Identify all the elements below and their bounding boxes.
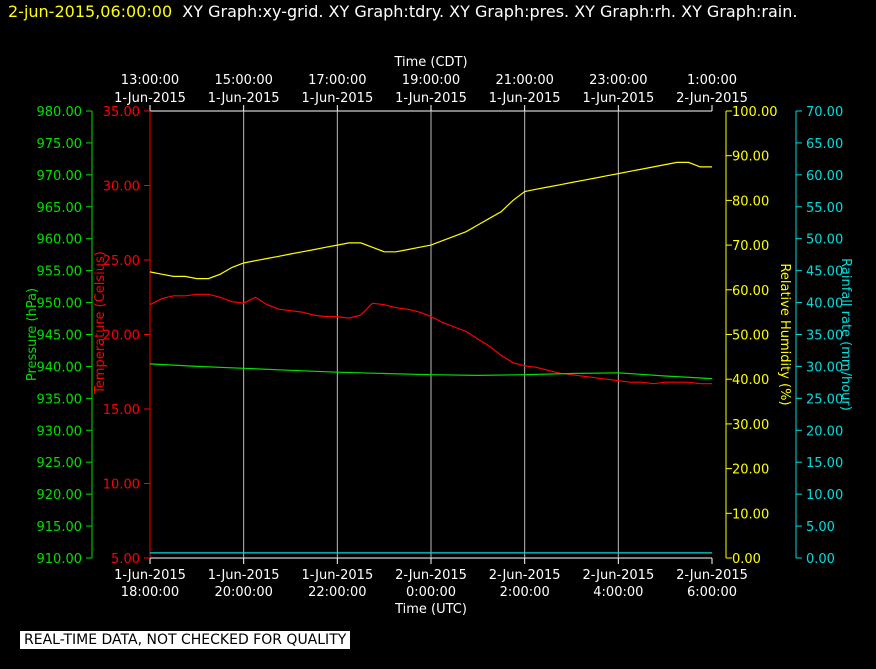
pressure-tick-label: 970.00 [37,169,83,184]
rain-tick-label: 55.00 [806,201,843,216]
rain-tick-label: 5.00 [806,520,835,535]
temperature-tick-label: 35.00 [103,105,140,120]
top-tick-label-time: 19:00:00 [402,73,460,88]
rh-tick-label: 90.00 [732,150,769,165]
series-line-tdry [149,293,712,385]
pressure-tick-label: 965.00 [37,201,83,216]
top-tick-label-date: 1-Jun-2015 [208,91,280,106]
x-tick-label-time: 0:00:00 [406,585,456,600]
x-tick-label-time: 6:00:00 [687,585,737,600]
rain-tick-label: 65.00 [806,137,843,152]
axis-labels: 1-Jun-2015 18:00:00 13:00:00 1-Jun-2015 1-Ju… [25,55,853,617]
temperature-axis-title: Temperature (Celsius) [93,251,108,395]
pressure-tick-label: 920.00 [37,488,83,503]
temperature-tick-label: 25.00 [103,254,140,269]
quality-disclaimer: REAL-TIME DATA, NOT CHECKED FOR QUALITY [20,631,351,649]
rh-tick-label: 50.00 [732,329,769,344]
x-tick-label-time: 4:00:00 [593,585,643,600]
pressure-tick-label: 950.00 [37,297,83,312]
rh-tick-label: 60.00 [732,284,769,299]
x-tick-label-date: 1-Jun-2015 [301,568,373,583]
timestamp: 2-jun-2015,06:00:00 [8,2,173,21]
pressure-tick-label: 980.00 [37,105,83,120]
rh-tick-label: 0.00 [732,552,761,567]
x-tick-label-date: 2-Jun-2015 [395,568,467,583]
rain-tick-label: 0.00 [806,552,835,567]
temperature-tick-label: 30.00 [103,180,140,195]
x-tick-label-date: 1-Jun-2015 [208,568,280,583]
pressure-axis-title: Pressure (hPa) [25,288,40,381]
series-lines [149,161,713,554]
x-axis-label: Time (UTC) [394,602,467,617]
top-tick-label-time: 15:00:00 [214,73,272,88]
rain-axis-title: Rainfall rate (mm/hour) [838,258,853,411]
rain-tick-label: 20.00 [806,424,843,439]
top-tick-label-time: 1:00:00 [687,73,737,88]
pressure-tick-label: 925.00 [37,456,83,471]
pressure-tick-label: 915.00 [37,520,83,535]
rh-tick-label: 80.00 [732,194,769,209]
top-tick-label-time: 13:00:00 [121,73,179,88]
rain-tick-label: 70.00 [806,105,843,120]
rh-tick-label: 20.00 [732,463,769,478]
series-line-pres [149,363,713,380]
top-tick-label-date: 1-Jun-2015 [114,91,186,106]
rain-tick-label: 15.00 [806,456,843,471]
grid [150,110,712,559]
rain-tick-label: 50.00 [806,233,843,248]
top-tick-label-time: 21:00:00 [495,73,553,88]
pressure-tick-label: 940.00 [37,360,83,375]
x-tick-label-date: 2-Jun-2015 [582,568,654,583]
rh-tick-label: 40.00 [732,373,769,388]
x-tick-label-time: 18:00:00 [121,585,179,600]
x-tick-label-time: 22:00:00 [308,585,366,600]
rain-tick-label: 10.00 [806,488,843,503]
pressure-tick-label: 960.00 [37,233,83,248]
axis-ticks [86,105,802,564]
graph-header: 2-jun-2015,06:00:00 XY Graph:xy-grid. XY… [8,2,797,21]
top-tick-label-date: 1-Jun-2015 [582,91,654,106]
top-axis-label: Time (CDT) [393,55,467,70]
series-line-rh [149,161,712,280]
temperature-tick-label: 10.00 [103,478,140,493]
rain-tick-label: 35.00 [806,329,843,344]
pressure-tick-label: 935.00 [37,392,83,407]
rh-tick-label: 10.00 [732,507,769,522]
pressure-tick-label: 975.00 [37,137,83,152]
rh-tick-label: 100.00 [732,105,778,120]
x-tick-label-date: 2-Jun-2015 [489,568,561,583]
pressure-tick-label: 955.00 [37,265,83,280]
top-tick-label-date: 1-Jun-2015 [489,91,561,106]
x-tick-label-date: 2-Jun-2015 [676,568,748,583]
pressure-tick-label: 930.00 [37,424,83,439]
top-tick-label-date: 1-Jun-2015 [395,91,467,106]
rain-tick-label: 45.00 [806,265,843,280]
x-tick-label-time: 20:00:00 [214,585,272,600]
rh-tick-label: 70.00 [732,239,769,254]
x-tick-label-time: 2:00:00 [500,585,550,600]
rh-tick-label: 30.00 [732,418,769,433]
temperature-tick-label: 20.00 [103,329,140,344]
pressure-tick-label: 910.00 [37,552,83,567]
rain-tick-label: 40.00 [806,297,843,312]
pressure-tick-label: 945.00 [37,329,83,344]
graph-list: XY Graph:xy-grid. XY Graph:tdry. XY Grap… [182,2,798,21]
temperature-tick-label: 15.00 [103,403,140,418]
top-tick-label-time: 23:00:00 [589,73,647,88]
rain-tick-label: 60.00 [806,169,843,184]
top-tick-label-date: 1-Jun-2015 [301,91,373,106]
x-tick-label-date: 1-Jun-2015 [114,568,186,583]
top-tick-label-date: 2-Jun-2015 [676,91,748,106]
rh-axis-title: Relative Humidity (%) [777,263,792,405]
rain-tick-label: 30.00 [806,360,843,375]
top-tick-label-time: 17:00:00 [308,73,366,88]
rain-tick-label: 25.00 [806,392,843,407]
temperature-tick-label: 5.00 [111,552,140,567]
